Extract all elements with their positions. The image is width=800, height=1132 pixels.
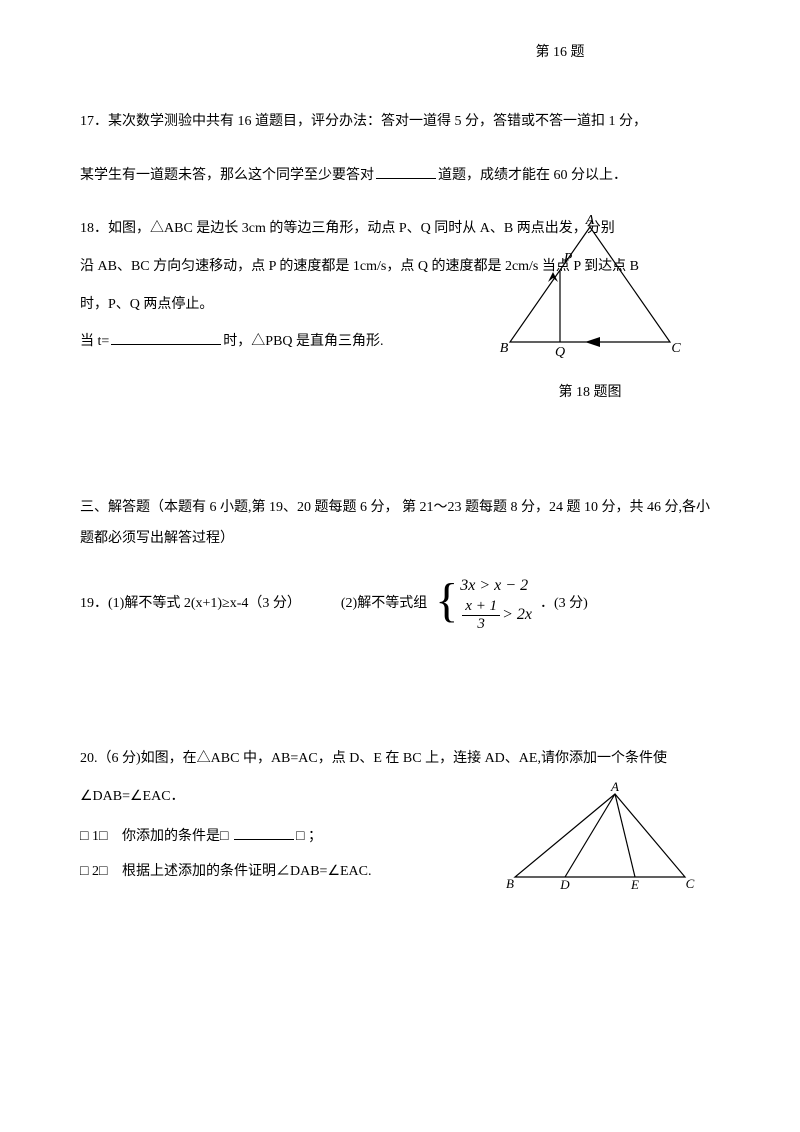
sub2-num: 2 [92,864,99,879]
sys-line1: 3x > x − 2 [460,574,532,598]
frac-num: x + 1 [462,598,500,616]
q18-triangle-svg: A P B Q C [490,212,690,362]
q16-label: 第 16 题 [400,40,720,65]
label-d2: D [559,877,570,892]
q20-triangle-svg: A B D E C [500,782,700,892]
triangle-abc-2 [515,794,685,877]
label-p: P [563,251,573,266]
q17-text-c: 道题，成绩才能在 60 分以上． [438,168,627,183]
numx: x [465,598,472,614]
sub2-text: 根据上述添加的条件证明∠DAB=∠EAC. [122,864,372,879]
q19-row: 19．(1)解不等式 2(x+1)≥x-4（3 分） (2)解不等式组 { 3x… [80,574,720,632]
q19-part2-tail: ．(3 分) [540,591,588,616]
arrow-q [585,337,600,347]
label-c: C [671,341,681,356]
nump1: + 1 [472,598,497,614]
triangle-abc [510,227,670,342]
q18-line4-a: 当 t= [80,334,109,349]
q19-part1: 19．(1)解不等式 2(x+1)≥x-4（3 分） [80,591,301,616]
q19-part2: (2)解不等式组 { 3x > x − 2 x + 1 3 > 2x [341,574,588,632]
q20-block: 20.（6 分)如图，在△ABC 中，AB=AC，点 D、E 在 BC 上，连接… [80,742,720,884]
box-icon: □ [80,824,92,849]
sl1e: − 2 [501,577,528,594]
q18-blank [111,330,221,345]
equation-system: { 3x > x − 2 x + 1 3 > 2x [435,574,532,632]
q18-figure: A P B Q C 第 18 题图 [490,212,690,404]
sl2x: x [525,603,532,627]
sub1-text: 你添加的条件是 [122,829,220,844]
box-icon: □ [220,824,232,849]
sub1-tail: ； [308,829,322,844]
q18-block: 18．如图，△ABC 是边长 3cm 的等边三角形，动点 P、Q 同时从 A、B… [80,212,720,358]
frac-den: 3 [474,616,488,633]
q17-blank [376,164,436,179]
q20-figure: A B D E C [500,782,700,901]
label-e2: E [630,877,639,892]
sl2gt: > 2 [502,603,525,627]
label-q: Q [555,345,565,360]
box-icon: □ [296,824,308,849]
segment-ad [565,794,615,877]
sys-line2: x + 1 3 > 2x [460,598,532,632]
q19-part2-label: (2)解不等式组 [341,591,427,616]
q18-caption: 第 18 题图 [490,380,690,405]
label-c2: C [686,876,695,891]
q17-text-b: 某学生有一道题未答，那么这个同学至少要答对 [80,168,374,183]
q20-blank [234,825,294,840]
fraction: x + 1 3 [462,598,500,632]
sub1-num: 1 [92,829,99,844]
system-lines: 3x > x − 2 x + 1 3 > 2x [460,574,532,632]
q20-line1: 20.（6 分)如图，在△ABC 中，AB=AC，点 D、E 在 BC 上，连接… [80,742,720,776]
section3-header: 三、解答题（本题有 6 小题,第 19、20 题每题 6 分， 第 21～23 … [80,493,720,555]
sl1c: > [475,577,494,594]
label-b: B [500,341,509,356]
q17-line1: 17．某次数学测验中共有 16 道题目，评分办法：答对一道得 5 分，答错或不答… [80,105,720,139]
box-icon: □ [80,859,92,884]
box-icon: □ [99,824,111,849]
q17-line2: 某学生有一道题未答，那么这个同学至少要答对 道题，成绩才能在 60 分以上． [80,159,720,193]
page-root: 第 16 题 17．某次数学测验中共有 16 道题目，评分办法：答对一道得 5 … [0,0,800,934]
label-a: A [585,213,595,228]
label-b2: B [506,876,514,891]
box-icon: □ [99,859,111,884]
left-brace: { [435,577,458,625]
label-a2: A [610,782,619,794]
q18-line4-b: 时，△PBQ 是直角三角形. [223,334,383,349]
